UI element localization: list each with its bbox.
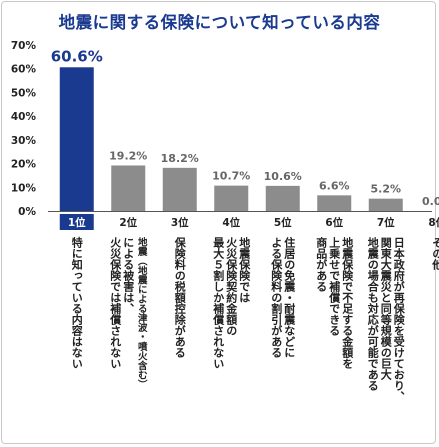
value-label: 10.6% — [264, 170, 302, 183]
y-tick-label: 30% — [11, 135, 37, 147]
value-label: 60.6% — [51, 47, 103, 65]
rank-label: 3位 — [171, 216, 189, 229]
category-label: 地震保険では — [238, 236, 252, 303]
bar — [214, 185, 249, 211]
rank-label: 7位 — [377, 216, 395, 229]
category-label: 地震保険で不足する金額を — [341, 236, 355, 370]
category-label: よる保険料の割引がある — [270, 237, 284, 359]
category-label: 地震（地震による津波・噴火含む） — [136, 236, 149, 389]
category-label: 商品がある — [315, 236, 328, 293]
category-label: 保険料の税額控除がある — [173, 236, 187, 359]
y-tick-label: 70% — [11, 40, 37, 52]
y-tick-label: 0% — [18, 206, 36, 218]
category-label: 日本政府が再保険を受けており、 — [392, 237, 406, 402]
bar — [111, 165, 146, 211]
rank-label: 2位 — [119, 216, 137, 229]
rank-label: 4位 — [222, 216, 240, 229]
category-label: 火災保険契約金額の — [225, 237, 239, 336]
y-tick-label: 20% — [11, 159, 37, 171]
category-label: 関東大震災と同等規模の巨大 — [379, 237, 393, 381]
category-label: 住居の免震・耐震などに — [283, 236, 297, 358]
y-tick-label: 10% — [11, 182, 37, 194]
category-label: 最大５割しか補償されない — [212, 237, 226, 369]
bar — [59, 67, 94, 211]
value-label: 18.2% — [161, 152, 199, 165]
bar — [265, 185, 300, 211]
rank-label: 1位 — [68, 216, 86, 229]
category-label: 上乗せで補償できる — [328, 236, 342, 337]
category-label: による被害は、 — [122, 237, 135, 314]
category-label: 火災保険では補償されない — [109, 237, 123, 369]
bar — [317, 195, 352, 211]
y-tick-label: 50% — [11, 87, 37, 99]
value-label: 19.2% — [109, 149, 147, 162]
rank-label: 6位 — [325, 216, 343, 229]
value-label: 6.6% — [319, 179, 350, 192]
bar — [162, 167, 197, 211]
y-tick-label: 40% — [11, 111, 37, 123]
rank-badge — [59, 214, 94, 230]
y-tick-label: 60% — [11, 64, 37, 76]
chart-title: 地震に関する保険について知っている内容 — [58, 13, 381, 32]
category-label: 特に知っている内容はない — [70, 236, 84, 369]
value-label: 10.7% — [212, 170, 250, 183]
category-label: 地震の場合も対応が可能である — [366, 236, 380, 392]
bar — [368, 198, 403, 211]
value-label: 0.0% — [422, 195, 439, 208]
value-label: 5.2% — [370, 183, 401, 196]
rank-label: 8位 — [428, 216, 439, 229]
rank-label: 5位 — [274, 216, 292, 229]
category-label: その他 — [431, 237, 439, 271]
